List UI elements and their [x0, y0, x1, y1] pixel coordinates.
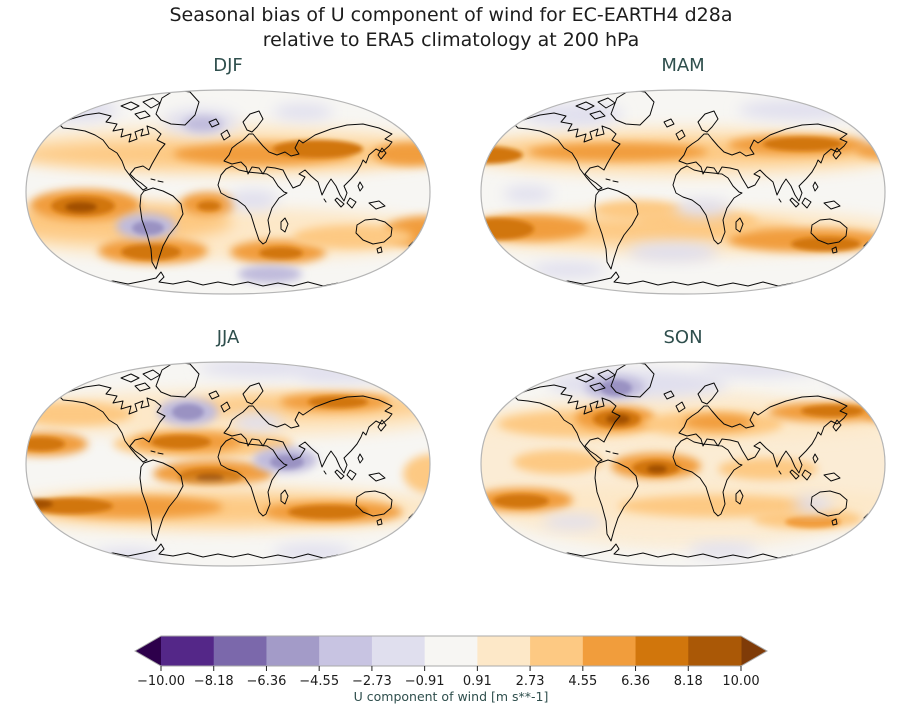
- panel-title-mam: MAM: [661, 55, 705, 76]
- colorbar-scale: −10.00 −8.18 −6.36 −4.55 −2.73 −0.91 0.91 2.73 4…: [133, 635, 769, 689]
- svg-text:−0.91: −0.91: [405, 674, 445, 689]
- panel-title-jja: JJA: [216, 327, 240, 348]
- svg-text:6.36: 6.36: [621, 674, 650, 689]
- panel-jja: JJA: [13, 325, 443, 575]
- svg-text:−4.55: −4.55: [299, 674, 339, 689]
- svg-text:−10.00: −10.00: [137, 674, 185, 689]
- colorbar-label: U component of wind [m s**-1]: [353, 689, 549, 704]
- svg-text:10.00: 10.00: [722, 674, 759, 689]
- svg-text:−8.18: −8.18: [194, 674, 234, 689]
- svg-text:−6.36: −6.36: [247, 674, 287, 689]
- map-son: [480, 361, 886, 567]
- panel-djf: DJF: [13, 53, 443, 303]
- panel-son: SON: [468, 325, 898, 575]
- svg-text:8.18: 8.18: [674, 674, 703, 689]
- panel-title-son: SON: [663, 327, 703, 348]
- figure-title-line1: Seasonal bias of U component of wind for…: [169, 4, 733, 26]
- colorbar: −10.00 −8.18 −6.36 −4.55 −2.73 −0.91 0.91 2.73 4…: [131, 634, 771, 704]
- map-mam: [480, 89, 886, 295]
- map-jja: [25, 361, 431, 567]
- map-djf: [25, 89, 431, 295]
- svg-text:−2.73: −2.73: [352, 674, 392, 689]
- figure-title: Seasonal bias of U component of wind for…: [0, 3, 902, 53]
- panel-mam: MAM: [468, 53, 898, 303]
- panel-title-djf: DJF: [213, 55, 243, 76]
- svg-text:4.55: 4.55: [568, 674, 597, 689]
- svg-text:2.73: 2.73: [516, 674, 545, 689]
- figure-title-line2: relative to ERA5 climatology at 200 hPa: [262, 29, 640, 52]
- svg-text:0.91: 0.91: [463, 674, 492, 689]
